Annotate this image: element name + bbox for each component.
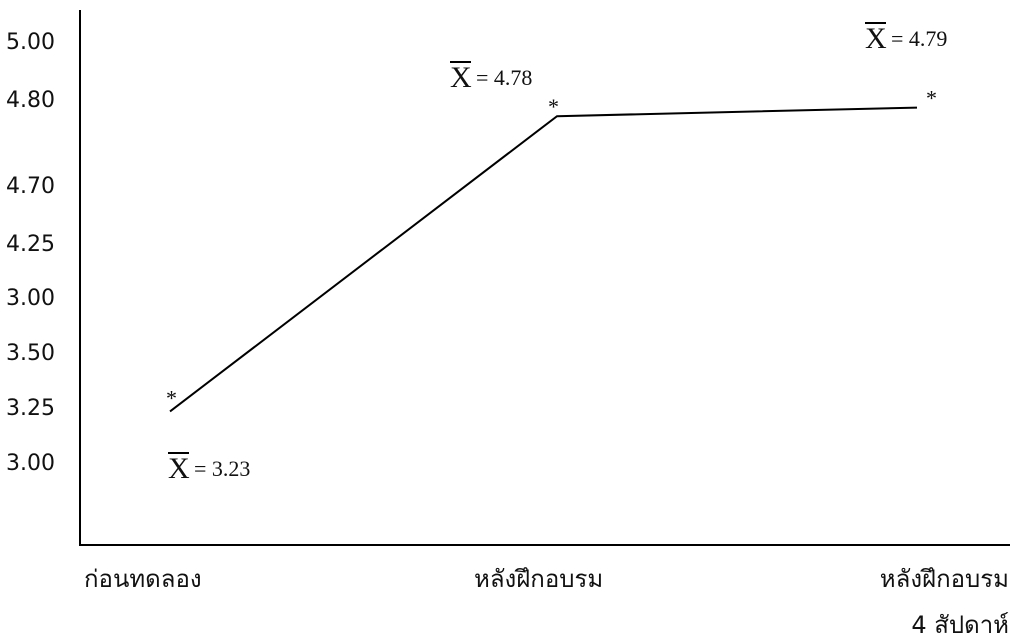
data-point-marker: *	[166, 385, 177, 410]
x-category-labels: ก่อนทดลอง หลังฝึกอบรม หลังฝึกอบรม 4 สัปดาห์	[84, 565, 1009, 639]
mean-value-label: = 4.78	[476, 65, 532, 90]
mean-symbol: X	[450, 61, 472, 94]
data-point-marker: *	[548, 94, 559, 119]
x-category-sublabel: 4 สัปดาห์	[911, 611, 1009, 639]
x-category-label: หลังฝึกอบรม	[880, 565, 1009, 593]
mean-symbol: X	[168, 452, 190, 485]
mean-annotation: X = 4.78	[450, 61, 532, 94]
mean-annotation: X = 4.79	[865, 22, 947, 55]
y-tick-labels: 5.00 4.80 4.70 4.25 3.00 3.50 3.25 3.00	[6, 30, 55, 476]
y-tick-label: 3.00	[6, 286, 55, 311]
mean-value-label: = 3.23	[194, 456, 250, 481]
y-tick-label: 4.70	[6, 174, 55, 199]
y-tick-label: 5.00	[6, 30, 55, 55]
point-markers: * * *	[166, 86, 937, 411]
data-point-marker: *	[926, 86, 937, 111]
mean-annotation: X = 3.23	[168, 452, 250, 485]
x-category-label: ก่อนทดลอง	[84, 565, 202, 593]
series-line	[169, 106, 918, 413]
y-tick-label: 3.50	[6, 341, 55, 366]
mean-value-label: = 4.79	[891, 26, 947, 51]
y-tick-label: 3.00	[6, 451, 55, 476]
mean-annotations: X = 3.23X = 4.78X = 4.79	[168, 22, 947, 485]
y-tick-label: 4.25	[6, 232, 55, 257]
y-tick-label: 4.80	[6, 88, 55, 113]
mean-symbol: X	[865, 22, 887, 55]
y-tick-label: 3.25	[6, 396, 55, 421]
x-category-label: หลังฝึกอบรม	[474, 565, 603, 593]
